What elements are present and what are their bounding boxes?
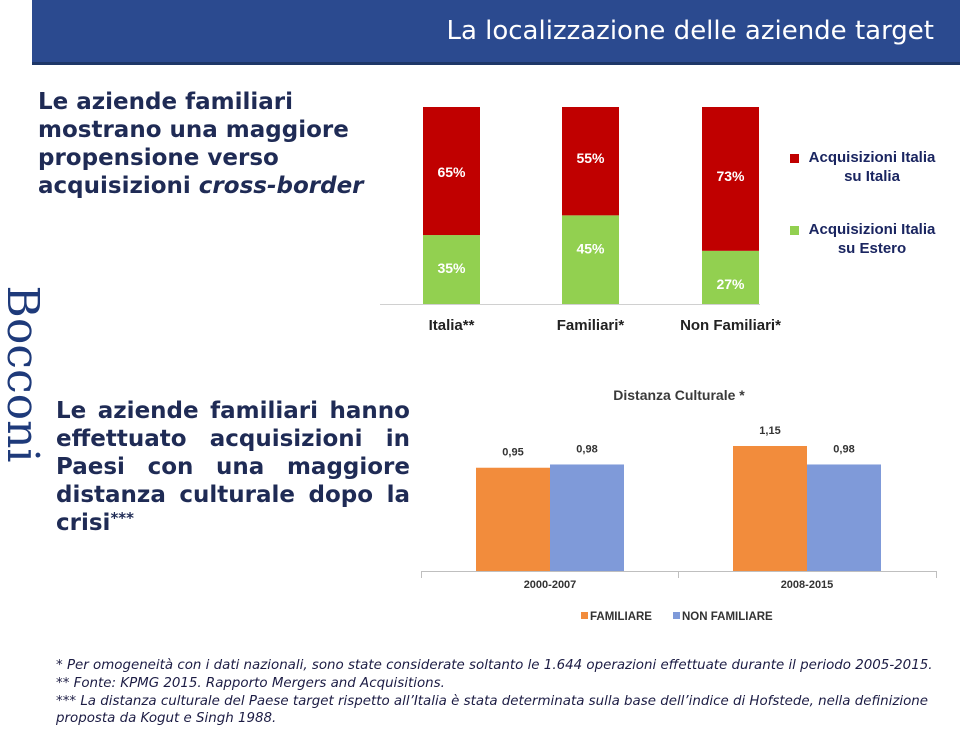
data-label: 35% [437,260,466,276]
data-label: 0,95 [502,447,523,459]
bar-segment [423,235,480,304]
legend-label: su Estero [838,240,906,257]
legend-label: Acquisizioni Italia [809,149,936,166]
legend-label: Acquisizioni Italia [809,221,936,238]
data-label: 1,15 [759,425,780,437]
category-label: 2000-2007 [524,579,577,591]
data-label: 55% [576,150,605,166]
data-label: 73% [716,168,745,184]
bar-segment [702,250,759,304]
data-label: 45% [576,240,605,256]
bar [550,464,624,571]
statement-cross-border: Le aziende familiari mostrano una maggio… [38,88,383,200]
statement-cross-border-emphasis: cross-border [198,173,364,200]
data-label: 27% [716,276,745,292]
footnote-2: ** Fonte: KPMG 2015. Rapporto Mergers an… [56,675,445,691]
slide-title: La localizzazione delle aziende target [446,16,934,46]
category-label: Italia** [429,317,475,334]
category-label: 2008-2015 [781,579,834,591]
bar-segment [423,107,480,236]
legend-swatch [790,154,799,163]
statement-cultural-distance-stars: *** [110,509,134,528]
title-banner: La localizzazione delle aziende target [32,0,960,65]
legend-swatch [790,226,799,235]
category-label: Non Familiari* [680,317,781,334]
bar-segment [702,107,759,251]
statement-cultural-distance: Le aziende familiari hanno effettuato ac… [56,397,410,537]
bar [733,445,807,571]
data-label: 0,98 [576,443,597,455]
category-label: Familiari* [557,317,625,334]
legend-swatch [673,612,680,619]
legend-label: NON FAMILIARE [682,611,773,623]
statement-cross-border-text: Le aziende familiari mostrano una maggio… [38,89,349,200]
data-label: 65% [437,164,466,180]
bar [476,467,550,571]
chart-title: Distanza Culturale * [613,387,745,403]
footnote-3: *** La distanza culturale del Paese targ… [56,693,929,727]
bar [807,464,881,571]
bar-segment [562,107,619,216]
legend-label: su Italia [844,168,901,185]
legend-swatch [581,612,588,619]
bar-segment [562,215,619,304]
legend-label: FAMILIARE [590,611,652,623]
data-label: 0,98 [833,443,854,455]
footnotes: * Per omogeneità con i dati nazionali, s… [56,657,946,728]
footnote-1: * Per omogeneità con i dati nazionali, s… [56,658,933,673]
statement-cultural-distance-text: Le aziende familiari hanno effettuato ac… [56,398,410,537]
